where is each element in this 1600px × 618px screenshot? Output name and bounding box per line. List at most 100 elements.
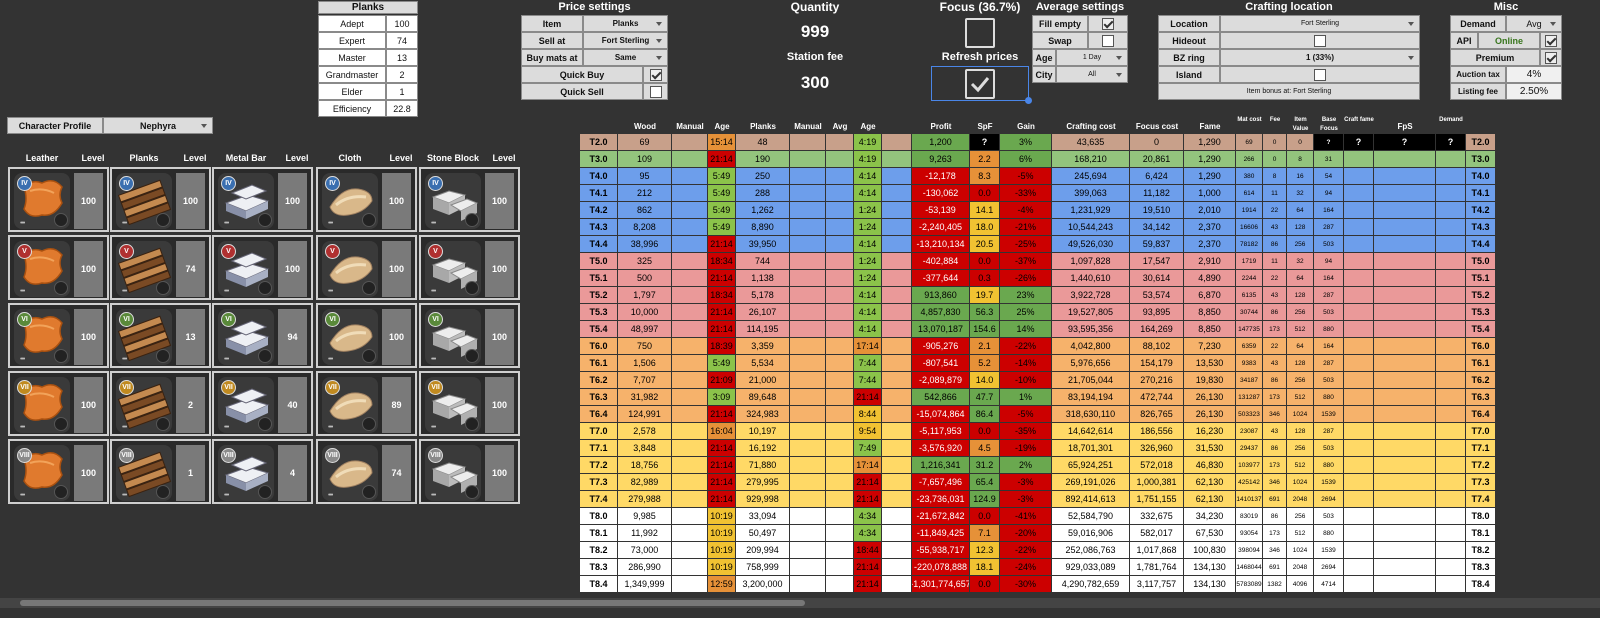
wood-price-cell[interactable]: 69: [618, 134, 672, 151]
selection-handle[interactable]: [1025, 97, 1032, 104]
listing-fee-input[interactable]: 2.50%: [1506, 83, 1562, 100]
material-slot[interactable]: V ••• 74: [110, 235, 211, 300]
wood-price-cell[interactable]: 212: [618, 185, 672, 202]
planks-price-cell[interactable]: 758,999: [736, 559, 790, 576]
wood-price-cell[interactable]: 3,848: [618, 440, 672, 457]
planks-manual-cell[interactable]: [790, 253, 826, 270]
planks-row-value[interactable]: 100: [386, 15, 418, 32]
planks-row-value[interactable]: 1: [386, 83, 418, 100]
wood-price-cell[interactable]: 48,997: [618, 321, 672, 338]
planks-manual-cell[interactable]: [790, 219, 826, 236]
wood-price-cell[interactable]: 95: [618, 168, 672, 185]
material-level-value[interactable]: 13: [176, 309, 205, 365]
planks-price-cell[interactable]: 288: [736, 185, 790, 202]
wood-price-cell[interactable]: 500: [618, 270, 672, 287]
wood-price-cell[interactable]: 286,990: [618, 559, 672, 576]
planks-price-cell[interactable]: 744: [736, 253, 790, 270]
material-level-value[interactable]: 100: [278, 241, 307, 297]
wood-price-cell[interactable]: 38,996: [618, 236, 672, 253]
planks-manual-cell[interactable]: [790, 576, 826, 593]
planks-manual-cell[interactable]: [790, 185, 826, 202]
material-slot[interactable]: IV ••• 100: [110, 167, 211, 232]
wood-price-cell[interactable]: 9,985: [618, 508, 672, 525]
wood-manual-cell[interactable]: [672, 304, 708, 321]
planks-manual-cell[interactable]: [790, 168, 826, 185]
material-slot[interactable]: V ••• 100: [419, 235, 520, 300]
planks-row-value[interactable]: 22.8: [386, 100, 418, 117]
material-level-value[interactable]: 74: [176, 241, 205, 297]
material-slot[interactable]: VIII ••• 100: [419, 439, 520, 504]
material-level-value[interactable]: 100: [278, 173, 307, 229]
material-slot[interactable]: VII ••• 100: [8, 371, 109, 436]
material-level-value[interactable]: 74: [382, 445, 411, 501]
age-select[interactable]: 1 Day: [1056, 49, 1128, 66]
planks-price-cell[interactable]: 26,107: [736, 304, 790, 321]
planks-manual-cell[interactable]: [790, 457, 826, 474]
wood-manual-cell[interactable]: [672, 372, 708, 389]
wood-manual-cell[interactable]: [672, 219, 708, 236]
auction-tax-input[interactable]: 4%: [1506, 66, 1562, 83]
wood-price-cell[interactable]: 8,208: [618, 219, 672, 236]
refresh-prices-cell[interactable]: [931, 66, 1032, 104]
planks-price-cell[interactable]: 279,995: [736, 474, 790, 491]
material-level-value[interactable]: 100: [382, 241, 411, 297]
quick-buy-checkbox[interactable]: [643, 66, 668, 83]
material-slot[interactable]: VII ••• 100: [419, 371, 520, 436]
hideout-checkbox[interactable]: [1220, 32, 1420, 49]
planks-price-cell[interactable]: 5,534: [736, 355, 790, 372]
planks-price-cell[interactable]: 209,994: [736, 542, 790, 559]
material-slot[interactable]: VIII ••• 4: [212, 439, 313, 504]
wood-price-cell[interactable]: 31,982: [618, 389, 672, 406]
planks-price-cell[interactable]: 5,178: [736, 287, 790, 304]
material-slot[interactable]: V ••• 100: [212, 235, 313, 300]
planks-price-cell[interactable]: 16,192: [736, 440, 790, 457]
location-select[interactable]: Fort Sterling: [1220, 15, 1420, 32]
material-slot[interactable]: VI ••• 100: [419, 303, 520, 368]
wood-manual-cell[interactable]: [672, 525, 708, 542]
material-level-value[interactable]: 89: [382, 377, 411, 433]
wood-manual-cell[interactable]: [672, 168, 708, 185]
buy-mats-select[interactable]: Same: [583, 49, 668, 66]
planks-manual-cell[interactable]: [790, 304, 826, 321]
planks-price-cell[interactable]: 114,195: [736, 321, 790, 338]
planks-price-cell[interactable]: 8,890: [736, 219, 790, 236]
horizontal-scrollbar-thumb[interactable]: [20, 600, 805, 606]
wood-manual-cell[interactable]: [672, 440, 708, 457]
planks-price-cell[interactable]: 39,950: [736, 236, 790, 253]
planks-manual-cell[interactable]: [790, 389, 826, 406]
item-select[interactable]: Planks: [583, 15, 668, 32]
material-level-value[interactable]: 94: [278, 309, 307, 365]
planks-row-value[interactable]: 2: [386, 66, 418, 83]
focus-checkbox[interactable]: [965, 18, 995, 48]
bz-ring-select[interactable]: 1 (33%): [1220, 49, 1420, 66]
material-level-value[interactable]: 100: [176, 173, 205, 229]
api-checkbox[interactable]: [1540, 32, 1562, 49]
planks-manual-cell[interactable]: [790, 202, 826, 219]
planks-manual-cell[interactable]: [790, 236, 826, 253]
planks-price-cell[interactable]: 33,094: [736, 508, 790, 525]
material-slot[interactable]: VII ••• 89: [316, 371, 417, 436]
planks-manual-cell[interactable]: [790, 287, 826, 304]
quantity-input[interactable]: 999: [800, 22, 830, 41]
sell-at-select[interactable]: Fort Sterling: [583, 32, 668, 49]
premium-checkbox[interactable]: [1540, 49, 1562, 66]
material-level-value[interactable]: 40: [278, 377, 307, 433]
planks-price-cell[interactable]: 10,197: [736, 423, 790, 440]
planks-manual-cell[interactable]: [790, 270, 826, 287]
wood-manual-cell[interactable]: [672, 134, 708, 151]
island-checkbox[interactable]: [1220, 66, 1420, 83]
material-slot[interactable]: V ••• 100: [316, 235, 417, 300]
material-slot[interactable]: VIII ••• 1: [110, 439, 211, 504]
character-profile-select[interactable]: Nephyra: [103, 117, 213, 134]
wood-price-cell[interactable]: 1,797: [618, 287, 672, 304]
wood-manual-cell[interactable]: [672, 457, 708, 474]
wood-manual-cell[interactable]: [672, 355, 708, 372]
planks-manual-cell[interactable]: [790, 372, 826, 389]
material-slot[interactable]: IV ••• 100: [212, 167, 313, 232]
planks-manual-cell[interactable]: [790, 134, 826, 151]
material-level-value[interactable]: 100: [485, 309, 514, 365]
material-slot[interactable]: VII ••• 2: [110, 371, 211, 436]
material-slot[interactable]: VI ••• 100: [316, 303, 417, 368]
planks-manual-cell[interactable]: [790, 525, 826, 542]
fill-empty-checkbox[interactable]: [1088, 15, 1128, 32]
